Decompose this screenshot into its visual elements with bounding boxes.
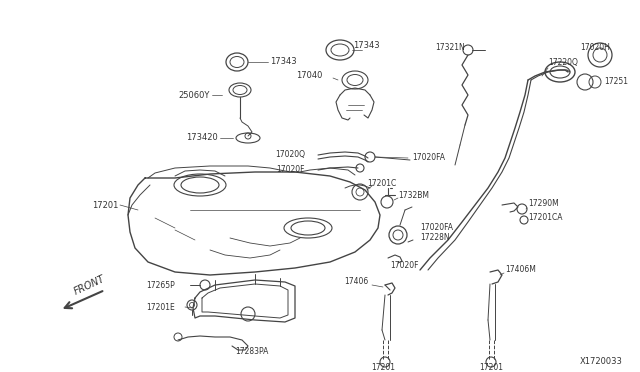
Text: 17201: 17201: [479, 363, 503, 372]
Text: FRONT: FRONT: [73, 273, 107, 296]
Text: 173420: 173420: [186, 134, 218, 142]
Text: 17343: 17343: [353, 42, 380, 51]
Text: 17201C: 17201C: [367, 179, 396, 187]
Text: 17228N: 17228N: [420, 234, 450, 243]
Text: 17020FA: 17020FA: [412, 154, 445, 163]
Text: 17040: 17040: [296, 71, 322, 80]
Text: 25060Y: 25060Y: [179, 90, 210, 99]
Text: 17406M: 17406M: [505, 266, 536, 275]
Text: 17251: 17251: [604, 77, 628, 87]
Text: 17020FA: 17020FA: [420, 224, 453, 232]
Text: 17265P: 17265P: [147, 280, 175, 289]
Text: 17321N: 17321N: [435, 44, 465, 52]
Text: 17020F: 17020F: [390, 260, 419, 269]
Text: 17020F: 17020F: [276, 166, 305, 174]
Text: 17201: 17201: [371, 363, 395, 372]
Text: 17406: 17406: [344, 278, 368, 286]
Text: 17201: 17201: [92, 201, 118, 209]
Text: X1720033: X1720033: [580, 357, 623, 366]
Text: 17020H: 17020H: [580, 44, 610, 52]
Text: 17343: 17343: [270, 58, 296, 67]
Text: 17201CA: 17201CA: [528, 214, 563, 222]
Text: 17020Q: 17020Q: [275, 151, 305, 160]
Text: 17283PA: 17283PA: [235, 347, 268, 356]
Text: 17220Q: 17220Q: [548, 58, 578, 67]
Text: 17201E: 17201E: [147, 304, 175, 312]
Text: 1732BM: 1732BM: [398, 192, 429, 201]
Text: 17290M: 17290M: [528, 199, 559, 208]
